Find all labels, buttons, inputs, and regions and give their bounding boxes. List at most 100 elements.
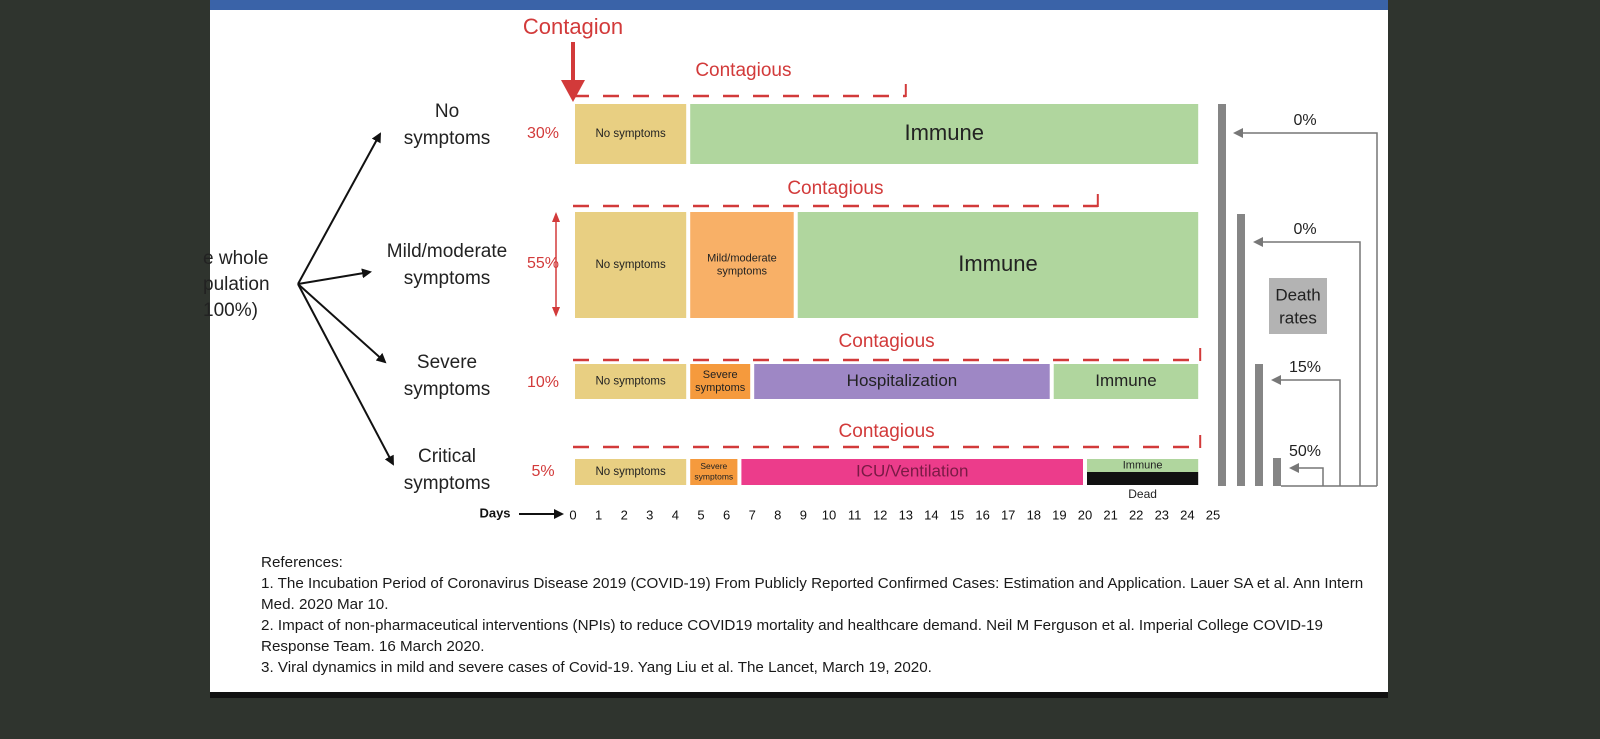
segment-label: No symptoms (595, 466, 666, 478)
death-rates-label: rates (1279, 308, 1317, 327)
contagious-label: Contagious (839, 331, 935, 352)
segment-label: Immune (1123, 459, 1163, 471)
group-name-line: Severe (417, 352, 477, 373)
day-tick-label: 21 (1103, 507, 1117, 522)
segment-label: Immune (904, 120, 983, 145)
group-percent: 30% (527, 125, 559, 142)
day-tick-label: 10 (822, 507, 836, 522)
segment-bar (690, 212, 794, 318)
death-rate-bar (1255, 364, 1263, 486)
segment-label: Mild/moderate (707, 252, 777, 264)
segment-bar (1053, 364, 1199, 399)
group-name-line: symptoms (404, 268, 491, 289)
day-tick-label: 0 (569, 507, 576, 522)
segment-label: ICU/Ventilation (856, 461, 968, 480)
segment-label: No symptoms (595, 259, 666, 271)
reference-item-3: 3. Viral dynamics in mild and severe cas… (261, 659, 932, 676)
day-tick-label: 23 (1155, 507, 1169, 522)
contagious-label: Contagious (839, 421, 935, 442)
day-tick-label: 9 (800, 507, 807, 522)
day-tick-label: 3 (646, 507, 653, 522)
day-tick-label: 13 (899, 507, 913, 522)
segment-bar (690, 459, 738, 485)
bottom-border (210, 692, 1388, 698)
group-name-line: symptoms (404, 473, 491, 494)
day-tick-label: 12 (873, 507, 887, 522)
references: References: 1. The Incubation Period of … (261, 552, 1386, 678)
day-tick-label: 24 (1180, 507, 1194, 522)
segment-bar (690, 364, 751, 399)
population-label-line: e whole (203, 248, 269, 269)
day-tick-label: 11 (848, 507, 862, 522)
contagious-label: Contagious (787, 178, 883, 199)
death-rate-percent: 0% (1293, 112, 1316, 129)
death-rate-return-arrow-icon (1271, 375, 1341, 486)
day-tick-label: 25 (1206, 507, 1220, 522)
group-name-line: Mild/moderate (387, 241, 507, 262)
segment-label: symptoms (694, 471, 733, 481)
segment-bar (575, 364, 687, 399)
day-tick-label: 4 (672, 507, 679, 522)
group-percent: 55% (527, 255, 559, 272)
death-rate-bar (1237, 214, 1245, 486)
contagious-label: Contagious (695, 60, 791, 81)
day-tick-label: 22 (1129, 507, 1143, 522)
branch-arrow-icon (297, 283, 387, 364)
day-tick-label: 18 (1027, 507, 1041, 522)
segment-bar (741, 459, 1083, 485)
segment-label: symptoms (695, 382, 746, 394)
segment-label: symptoms (717, 266, 768, 278)
death-rate-percent: 15% (1289, 359, 1321, 376)
contagion-label: Contagion (523, 14, 623, 39)
segment-bar (754, 364, 1050, 399)
days-label: Days (479, 505, 510, 520)
day-tick-label: 19 (1052, 507, 1066, 522)
death-rate-return-arrow-icon (1289, 463, 1324, 486)
group-name-line: symptoms (404, 379, 491, 400)
top-border (210, 0, 1388, 10)
reference-item-1: 1. The Incubation Period of Coronavirus … (261, 575, 1364, 613)
segment-label: Severe (700, 461, 727, 471)
contagion-arrow-icon (561, 80, 585, 102)
day-tick-label: 7 (749, 507, 756, 522)
segment-bar (575, 104, 687, 164)
range-arrow-up-icon (552, 212, 560, 222)
segment-label: Immune (958, 251, 1037, 276)
population-label-line: 100%) (203, 300, 258, 321)
group-name-line: No (435, 101, 459, 122)
reference-item-2: 2. Impact of non-pharmaceutical interven… (261, 617, 1323, 655)
death-rate-bar (1218, 104, 1226, 486)
segment-label: Severe (703, 369, 738, 381)
death-rates-label: Death (1275, 285, 1320, 304)
segment-bar (575, 459, 687, 485)
branch-arrow-icon (297, 283, 394, 466)
segment-bar-dead (1087, 472, 1199, 485)
segment-bar (797, 212, 1199, 318)
day-tick-label: 6 (723, 507, 730, 522)
branch-arrow-icon (297, 132, 381, 285)
day-tick-label: 2 (621, 507, 628, 522)
segment-label: No symptoms (595, 376, 666, 388)
segment-label: Immune (1095, 371, 1156, 390)
day-tick-label: 14 (924, 507, 938, 522)
day-tick-label: 15 (950, 507, 964, 522)
group-name-line: Critical (418, 446, 476, 467)
group-name-line: symptoms (404, 128, 491, 149)
death-rate-return-arrow-icon (1253, 237, 1361, 486)
day-tick-label: 16 (975, 507, 989, 522)
death-rate-bar (1273, 458, 1281, 486)
death-rate-percent: 50% (1289, 443, 1321, 460)
day-tick-label: 17 (1001, 507, 1015, 522)
segment-bar (575, 212, 687, 318)
dead-label: Dead (1128, 487, 1157, 501)
day-tick-label: 1 (595, 507, 602, 522)
range-arrow-down-icon (552, 307, 560, 317)
segment-label: No symptoms (595, 128, 666, 140)
branch-arrow-icon (297, 268, 372, 285)
death-rates-box (1269, 278, 1327, 334)
day-tick-label: 20 (1078, 507, 1092, 522)
references-heading: References: (261, 554, 343, 571)
segment-bar (690, 104, 1199, 164)
group-percent: 10% (527, 374, 559, 391)
